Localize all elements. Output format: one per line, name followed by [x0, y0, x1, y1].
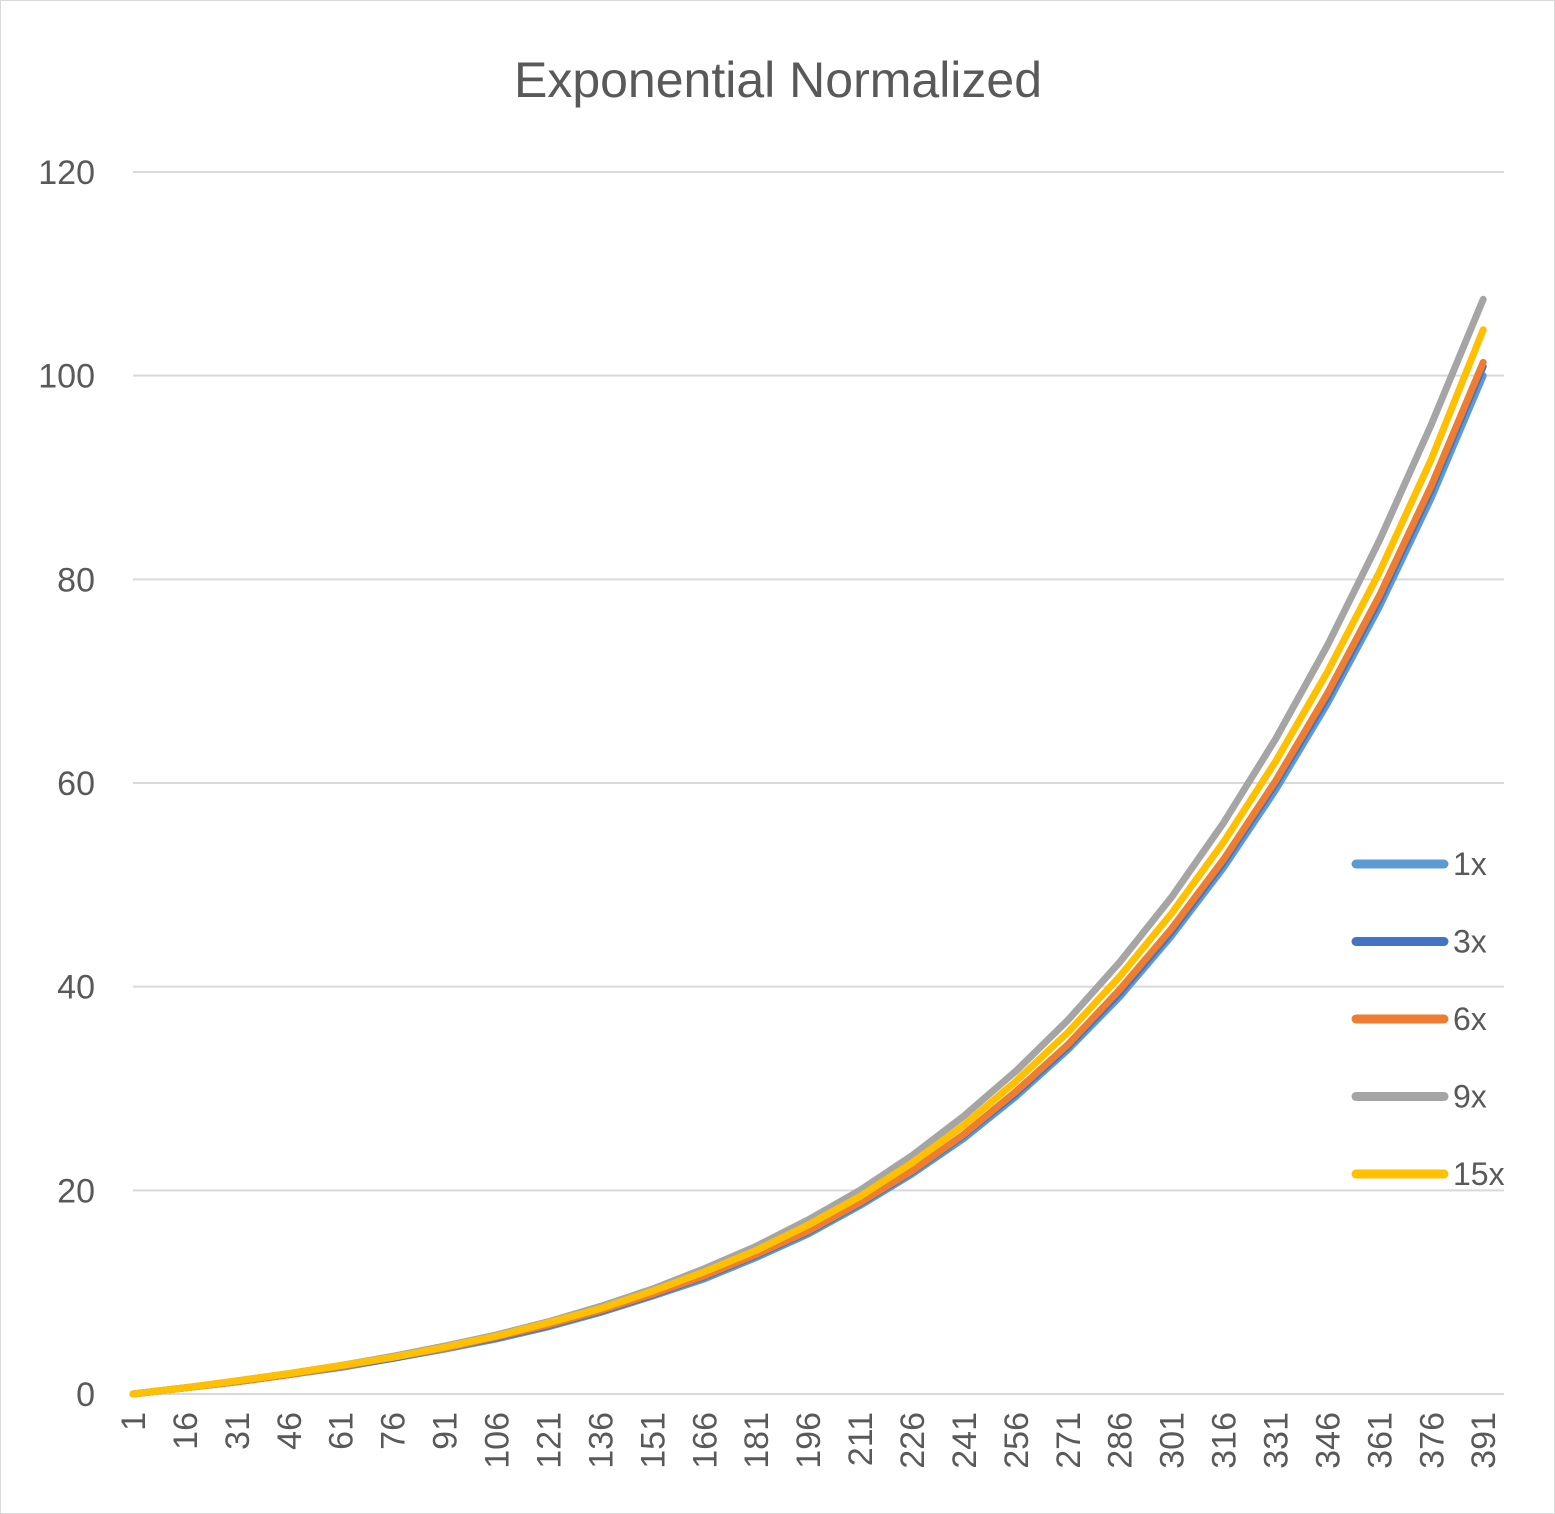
legend-label: 15x: [1453, 1156, 1505, 1192]
x-tick-label: 361: [1361, 1412, 1399, 1469]
series-lines: [129, 295, 1487, 1398]
y-tick-label: 40: [57, 969, 95, 1007]
x-tick-label: 151: [634, 1412, 672, 1469]
x-tick-label: 211: [842, 1412, 880, 1466]
x-tick-label: 256: [998, 1412, 1036, 1469]
x-tick-label: 181: [738, 1412, 776, 1469]
x-tick-label: 136: [582, 1412, 620, 1469]
x-tick-label: 106: [479, 1412, 517, 1469]
legend-item: 3x: [1351, 924, 1487, 960]
y-tick-label: 60: [57, 765, 95, 803]
x-tick-label: 376: [1413, 1412, 1451, 1469]
x-tick-label: 61: [323, 1412, 361, 1450]
x-tick-label: 1: [115, 1412, 153, 1431]
x-tick-label: 121: [530, 1412, 568, 1469]
x-tick-label: 166: [686, 1412, 724, 1469]
series-line-3x: [129, 363, 1487, 1398]
x-axis: 1 16 31 46 61 76 91 106 121 136 151 166 181 196 211 226…: [115, 1412, 1503, 1469]
x-tick-label: 331: [1258, 1412, 1296, 1469]
y-tick-label: 100: [38, 358, 95, 396]
x-tick-label: 241: [946, 1412, 984, 1469]
x-tick-label: 31: [219, 1412, 257, 1450]
x-tick-label: 76: [375, 1412, 413, 1450]
series-line-6x: [129, 358, 1487, 1398]
x-tick-label: 46: [271, 1412, 309, 1450]
y-tick-label: 20: [57, 1172, 95, 1210]
x-tick-label: 16: [167, 1412, 205, 1450]
x-tick-label: 316: [1206, 1412, 1244, 1469]
x-tick-label: 196: [790, 1412, 828, 1469]
x-tick-label: 226: [894, 1412, 932, 1469]
y-axis: 0 20 40 60 80 100 120: [38, 154, 95, 1414]
legend-label: 9x: [1453, 1079, 1487, 1115]
x-tick-label: 91: [427, 1412, 465, 1450]
legend-item: 15x: [1351, 1156, 1505, 1192]
legend-item: 1x: [1351, 846, 1487, 882]
legend: 1x 3x 6x 9x 15x: [1351, 846, 1505, 1192]
x-tick-label: 391: [1465, 1412, 1503, 1469]
x-tick-label: 301: [1154, 1412, 1192, 1469]
series-line-1x: [129, 372, 1487, 1398]
y-tick-label: 0: [76, 1376, 95, 1414]
y-tick-label: 80: [57, 561, 95, 599]
gridlines: [133, 171, 1504, 1395]
x-tick-label: 346: [1309, 1412, 1347, 1469]
x-tick-label: 271: [1050, 1412, 1088, 1469]
y-tick-label: 120: [38, 154, 95, 192]
legend-label: 1x: [1453, 846, 1487, 882]
legend-item: 9x: [1351, 1079, 1487, 1115]
legend-item: 6x: [1351, 1001, 1487, 1037]
legend-label: 3x: [1453, 924, 1487, 960]
x-tick-label: 286: [1102, 1412, 1140, 1469]
chart-title: Exponential Normalized: [514, 52, 1042, 108]
series-line-15x: [129, 326, 1487, 1398]
legend-label: 6x: [1453, 1001, 1487, 1037]
